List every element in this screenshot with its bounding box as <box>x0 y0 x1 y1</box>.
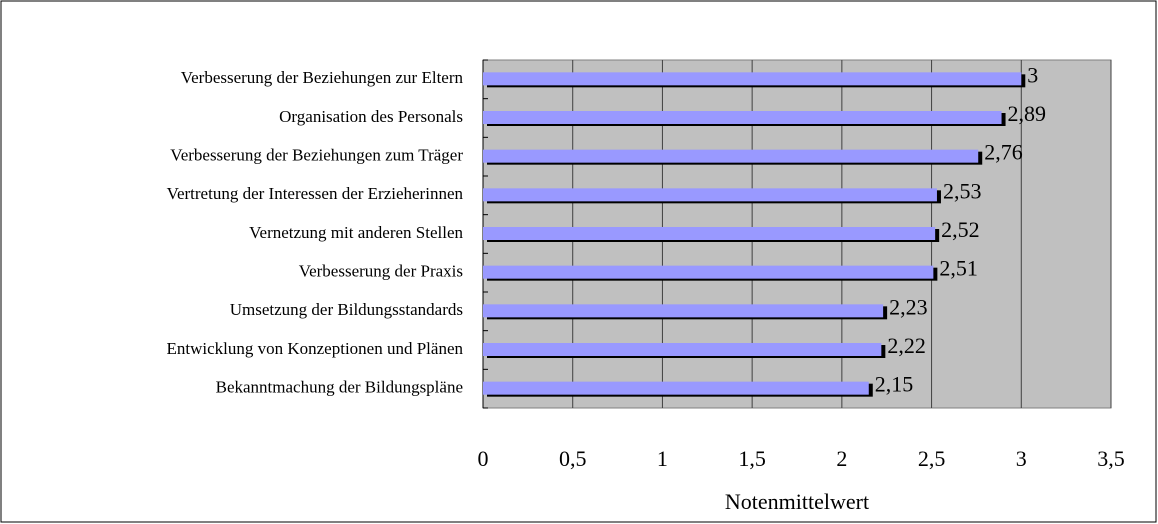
x-tick-label: 0,5 <box>559 446 587 471</box>
bar <box>483 227 936 240</box>
y-tick-label: Entwicklung von Konzeptionen und Plänen <box>166 339 463 358</box>
x-tick-label: 2,5 <box>918 446 946 471</box>
x-tick-label: 0 <box>478 446 489 471</box>
data-label: 2,53 <box>943 178 982 203</box>
bar <box>483 72 1022 86</box>
x-tick-label: 3 <box>1016 446 1027 471</box>
bar <box>483 265 934 279</box>
x-tick-label: 1 <box>657 446 668 471</box>
y-tick-label: Vernetzung mit anderen Stellen <box>249 223 463 242</box>
data-label: 2,89 <box>1008 101 1047 126</box>
data-label: 2,15 <box>875 372 914 397</box>
y-tick-label: Verbesserung der Praxis <box>299 262 463 281</box>
data-label: 2,76 <box>984 140 1023 165</box>
bar <box>483 304 884 318</box>
y-tick-label: Bekanntmachung der Bildungspläne <box>216 378 463 397</box>
bar <box>483 111 1002 124</box>
data-label: 2,52 <box>941 217 980 242</box>
x-tick-label: 1,5 <box>738 446 766 471</box>
bar <box>483 343 882 356</box>
bar <box>483 381 869 395</box>
bar <box>483 149 979 163</box>
y-tick-label: Vertretung der Interessen der Erzieherin… <box>167 184 464 203</box>
data-label: 2,23 <box>889 294 928 319</box>
data-label: 2,22 <box>887 333 926 358</box>
x-tick-label: 3,5 <box>1097 446 1125 471</box>
x-tick-label: 2 <box>836 446 847 471</box>
y-tick-label: Umsetzung der Bildungsstandards <box>230 300 463 319</box>
data-label: 3 <box>1027 62 1038 87</box>
data-label: 2,51 <box>939 256 978 281</box>
x-axis-label: Notenmittelwert <box>725 489 869 514</box>
y-tick-label: Verbesserung der Beziehungen zum Träger <box>170 146 463 165</box>
bar <box>483 188 937 202</box>
y-tick-label: Organisation des Personals <box>279 107 463 126</box>
y-tick-label: Verbesserung der Beziehungen zur Eltern <box>181 68 464 87</box>
